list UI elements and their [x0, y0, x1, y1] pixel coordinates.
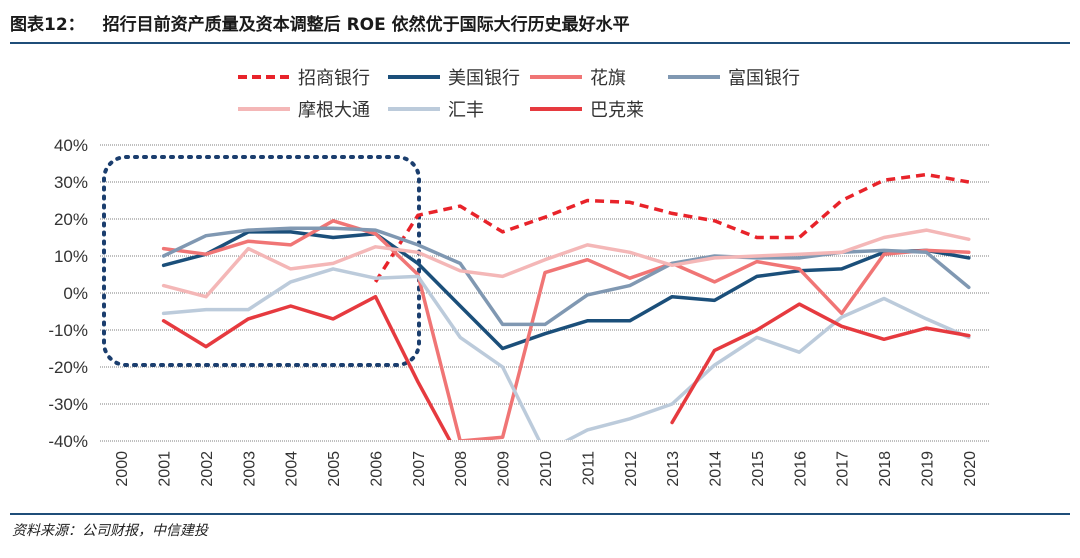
legend-label-招商银行: 招商银行	[298, 68, 370, 89]
x-axis-labels: 2000 2001 2002 2003 2004 2005 2006 2007 2008 2009…	[114, 451, 979, 487]
series-line-花旗	[161, 219, 971, 440]
x-tick-label: 2006	[368, 451, 385, 487]
legend-label-美国银行: 美国银行	[448, 68, 520, 89]
x-tick-label: 2011	[580, 451, 597, 486]
x-tick-label: 2010	[538, 451, 555, 487]
bottom-rule	[10, 513, 1070, 515]
x-tick-label: 2016	[792, 451, 809, 487]
x-tick-label: 2012	[623, 451, 640, 487]
y-tick-label: -40%	[48, 432, 88, 451]
source-note: 资料来源：公司财报，中信建投	[12, 523, 208, 539]
top-rule	[10, 42, 1070, 44]
x-tick-label: 2001	[157, 451, 174, 487]
series-lines	[161, 172, 971, 440]
x-tick-label: 2018	[877, 451, 894, 487]
figure-number: 图表12：	[10, 15, 85, 35]
highlight-box	[102, 155, 421, 367]
y-tick-label: -30%	[48, 395, 88, 414]
y-tick-label: -20%	[48, 358, 88, 377]
y-axis-labels: 40% 30% 20% 10% 0% -10% -20% -30% -40%	[48, 136, 88, 451]
series-line-汇丰	[161, 267, 971, 440]
x-tick-label: 2000	[114, 451, 131, 487]
series-line-摩根大通	[161, 228, 971, 299]
grid-lines	[100, 144, 990, 442]
x-tick-label: 2004	[284, 451, 301, 487]
legend-label-富国银行: 富国银行	[728, 68, 800, 89]
y-tick-label: 20%	[54, 210, 88, 229]
x-tick-label: 2009	[496, 451, 513, 487]
legend-label-花旗: 花旗	[590, 68, 626, 89]
x-tick-label: 2002	[199, 451, 216, 487]
x-tick-label: 2008	[453, 451, 470, 487]
y-tick-label: 10%	[54, 247, 88, 266]
x-tick-label: 2005	[326, 451, 343, 487]
x-tick-label: 2019	[919, 451, 936, 487]
x-tick-label: 2015	[750, 451, 767, 487]
series-line-招商银行	[374, 172, 970, 283]
x-tick-label: 2017	[835, 451, 852, 487]
y-tick-label: -10%	[48, 321, 88, 340]
y-tick-label: 40%	[54, 136, 88, 155]
legend-label-摩根大通: 摩根大通	[298, 100, 370, 121]
legend-label-汇丰: 汇丰	[448, 100, 484, 121]
series-line-巴克莱	[161, 294, 971, 440]
legend-label-巴克莱: 巴克莱	[590, 100, 644, 121]
x-tick-label: 2014	[708, 451, 725, 487]
x-tick-label: 2020	[962, 451, 979, 487]
chart-title: 图表12： 招行目前资产质量及资本调整后 ROE 依然优于国际大行历史最好水平	[10, 10, 630, 35]
figure-title-text: 招行目前资产质量及资本调整后 ROE 依然优于国际大行历史最好水平	[102, 15, 630, 35]
y-tick-label: 30%	[54, 173, 88, 192]
x-tick-label: 2007	[411, 451, 428, 487]
x-tick-label: 2003	[241, 451, 258, 487]
x-tick-label: 2013	[665, 451, 682, 487]
y-tick-label: 0%	[63, 284, 88, 303]
series-line-美国银行	[161, 230, 971, 351]
